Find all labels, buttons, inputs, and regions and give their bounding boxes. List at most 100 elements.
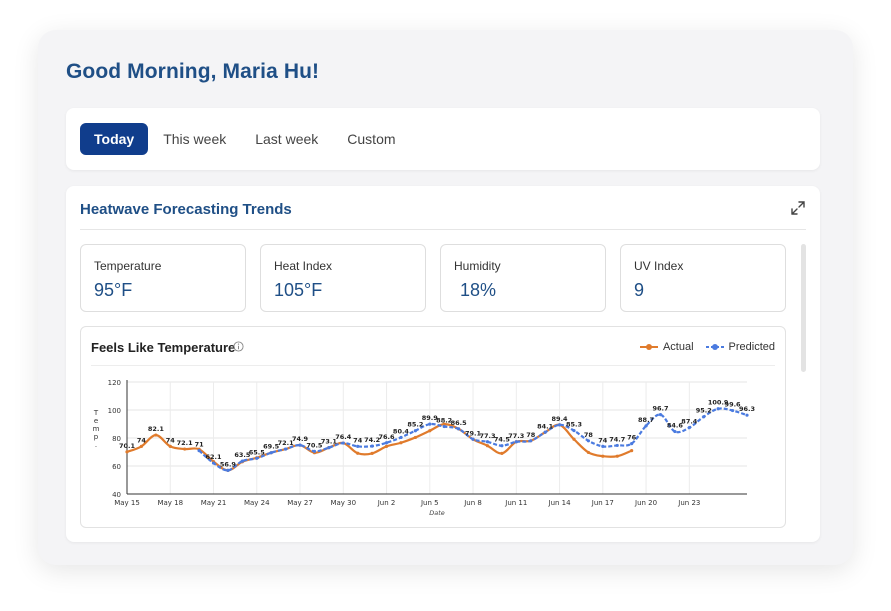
greeting-heading: Good Morning, Maria Hu! — [66, 60, 320, 83]
data-point-predicted — [255, 456, 259, 460]
y-tick-label: 40 — [112, 491, 121, 499]
x-tick-label: Jun 5 — [420, 499, 439, 507]
panel-title: Heatwave Forecasting Trends — [80, 201, 292, 218]
legend-actual-label: Actual — [662, 341, 694, 353]
data-label: 79.1 — [465, 429, 482, 437]
data-label: 99.6 — [725, 401, 742, 409]
data-label: 100.9 — [708, 399, 729, 407]
x-tick-label: May 27 — [287, 499, 313, 507]
x-tick-label: May 15 — [114, 499, 140, 507]
tab-this-week[interactable]: This week — [163, 131, 227, 147]
data-label: 86.5 — [451, 419, 468, 427]
data-point-predicted — [197, 449, 201, 453]
kpi-heat-index: Heat Index 105°F — [260, 244, 426, 312]
data-label: 77.3 — [479, 432, 495, 440]
data-label: 96.7 — [652, 405, 668, 413]
data-point-actual — [399, 441, 403, 445]
legend-predicted[interactable]: Predicted — [705, 341, 775, 353]
data-point-predicted — [384, 441, 389, 445]
data-label: 80.4 — [393, 427, 410, 435]
data-point-actual — [485, 444, 490, 448]
data-point-actual — [154, 433, 158, 437]
data-point-predicted — [673, 429, 677, 434]
data-label: 70.1 — [119, 442, 136, 450]
kpi-value: 18% — [460, 280, 497, 300]
data-point-predicted — [211, 461, 216, 465]
x-tick-label: Jun 14 — [548, 499, 572, 507]
panel-scrollbar[interactable] — [801, 244, 806, 372]
tab-custom[interactable]: Custom — [347, 131, 396, 147]
data-point-predicted — [298, 443, 302, 447]
y-tick-label: 100 — [108, 407, 121, 415]
data-point-actual — [183, 447, 187, 451]
data-point-predicted — [630, 442, 634, 446]
kpi-label: Temperature — [94, 259, 162, 273]
data-point-actual — [615, 454, 619, 458]
data-label: 74.5 — [494, 436, 511, 444]
data-point-predicted — [240, 459, 244, 463]
data-point-predicted — [413, 429, 417, 433]
data-point-predicted — [644, 424, 648, 428]
data-point-actual — [630, 449, 634, 453]
data-label: 89.4 — [552, 415, 569, 423]
data-point-predicted — [601, 444, 605, 448]
x-tick-label: Jun 17 — [591, 499, 614, 507]
data-label: 74.9 — [292, 435, 309, 443]
expand-icon[interactable] — [790, 200, 806, 216]
tab-last-week[interactable]: Last week — [255, 131, 319, 147]
data-point-predicted — [687, 426, 691, 430]
data-label: 78 — [584, 431, 594, 439]
data-point-predicted — [557, 423, 562, 427]
data-point-predicted — [471, 437, 475, 441]
data-point-predicted — [615, 443, 619, 448]
kpi-temperature: Temperature 95°F — [80, 244, 246, 312]
info-icon[interactable] — [233, 341, 244, 352]
data-point-actual — [428, 429, 432, 433]
x-tick-label: May 18 — [157, 499, 183, 507]
dashboard-container: Good Morning, Maria Hu! Today This week … — [38, 30, 853, 565]
data-label: 56.9 — [220, 460, 237, 468]
data-point-actual — [384, 444, 389, 448]
kpi-label: UV Index — [634, 259, 684, 273]
data-point-predicted — [226, 468, 230, 472]
y-tick-label: 80 — [112, 435, 121, 443]
x-tick-label: Jun 23 — [677, 499, 700, 507]
data-point-actual — [572, 437, 576, 441]
data-point-predicted — [341, 441, 345, 445]
data-point-actual — [586, 450, 590, 455]
data-point-predicted — [457, 427, 461, 431]
data-point-actual — [125, 450, 129, 454]
line-chart: 40 60 80 100 120 May 15 May 18 May 21 May 24 May … — [93, 379, 755, 517]
data-point-predicted — [269, 451, 273, 455]
feels-like-chart-card: Feels Like Temperature Actual Predicted … — [80, 326, 786, 528]
data-label: 65.5 — [249, 448, 266, 456]
x-tick-label: Jun 11 — [504, 499, 527, 507]
kpi-uv-index: UV Index 9 — [620, 244, 786, 312]
heatwave-panel: Heatwave Forecasting Trends Temperature … — [66, 186, 820, 542]
tab-today[interactable]: Today — [80, 123, 149, 155]
chart-divider — [91, 365, 775, 366]
data-point-predicted — [543, 430, 547, 434]
panel-divider — [80, 229, 806, 230]
data-point-actual — [370, 451, 374, 455]
legend-actual[interactable]: Actual — [639, 341, 694, 353]
data-point-actual — [139, 444, 144, 448]
data-label: 82.1 — [148, 425, 165, 433]
kpi-value: 9 — [634, 280, 645, 300]
data-label: 74.7 — [609, 435, 625, 443]
legend-predicted-label: Predicted — [728, 341, 775, 353]
data-label: 74.2 — [364, 436, 380, 444]
data-label: 87.4 — [681, 418, 698, 426]
data-label: 73.1 — [321, 438, 338, 446]
x-tick-label: May 21 — [201, 499, 227, 507]
data-point-predicted — [500, 444, 504, 448]
data-label: 74 — [166, 436, 176, 444]
data-label: 62.1 — [205, 453, 222, 461]
data-point-predicted — [284, 447, 288, 451]
x-tick-label: Jun 20 — [634, 499, 657, 507]
data-label: 76.4 — [335, 433, 352, 441]
data-label: 74 — [598, 436, 608, 444]
data-point-predicted — [745, 413, 749, 417]
kpi-value: 105°F — [274, 280, 323, 300]
data-point-predicted — [327, 446, 331, 450]
